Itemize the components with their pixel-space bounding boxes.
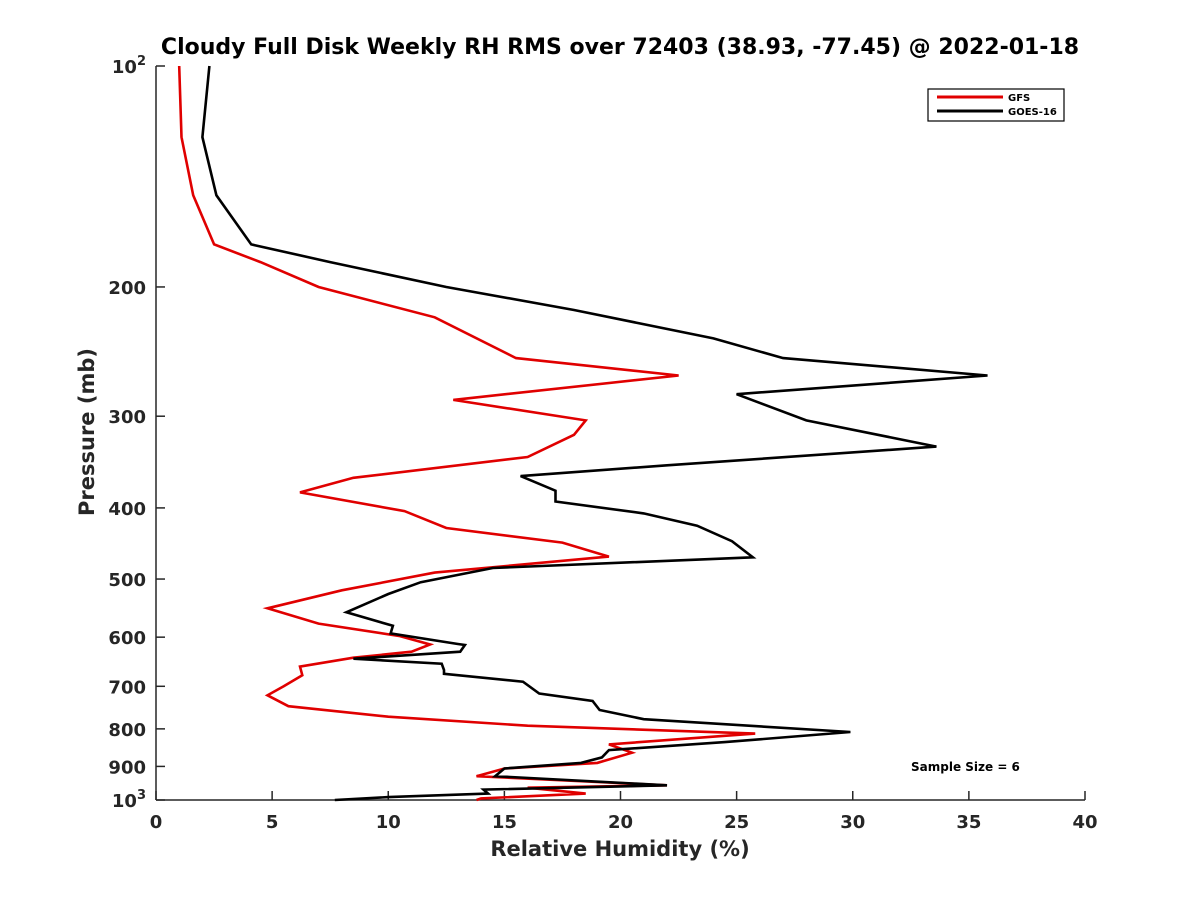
axes: 0 5 10 15 20 25 30 35 40 102 200 300 400 500 600 700 800… bbox=[108, 54, 1097, 833]
y-tick-label: 300 bbox=[108, 407, 146, 428]
legend-box bbox=[927, 88, 1065, 122]
y-tick-label: 800 bbox=[108, 720, 146, 741]
sample-size-annotation: Sample Size = 6 bbox=[911, 760, 1020, 774]
x-axis-label: Relative Humidity (%) bbox=[490, 837, 749, 861]
legend-label-goes-16: GOES-16 bbox=[1008, 107, 1057, 118]
y-tick-label: 500 bbox=[108, 570, 146, 591]
x-tick-label: 25 bbox=[724, 812, 749, 833]
x-tick-label: 10 bbox=[376, 812, 401, 833]
legend-label-gfs: GFS bbox=[1008, 93, 1030, 104]
y-tick-label: 200 bbox=[108, 278, 146, 299]
y-tick-label: 103 bbox=[112, 788, 146, 812]
x-tick-label: 15 bbox=[492, 812, 517, 833]
legend: GFS GOES-16 bbox=[927, 88, 1065, 122]
y-tick-label: 600 bbox=[108, 628, 146, 649]
x-tick-label: 0 bbox=[150, 812, 163, 833]
y-tick-label: 900 bbox=[108, 757, 146, 778]
x-tick-label: 30 bbox=[840, 812, 865, 833]
x-tick-label: 5 bbox=[266, 812, 279, 833]
x-tick-label: 40 bbox=[1072, 812, 1097, 833]
x-tick-label: 20 bbox=[608, 812, 633, 833]
series-lines bbox=[177, 65, 988, 802]
y-tick-label: 102 bbox=[112, 54, 146, 78]
y-tick-label: 700 bbox=[108, 677, 146, 698]
series-line-goes-16 bbox=[201, 65, 988, 802]
series-line-gfs bbox=[177, 65, 756, 802]
y-axis-label: Pressure (mb) bbox=[75, 348, 99, 516]
x-tick-label: 35 bbox=[956, 812, 981, 833]
chart-title: Cloudy Full Disk Weekly RH RMS over 7240… bbox=[161, 35, 1079, 60]
y-tick-label: 400 bbox=[108, 499, 146, 520]
